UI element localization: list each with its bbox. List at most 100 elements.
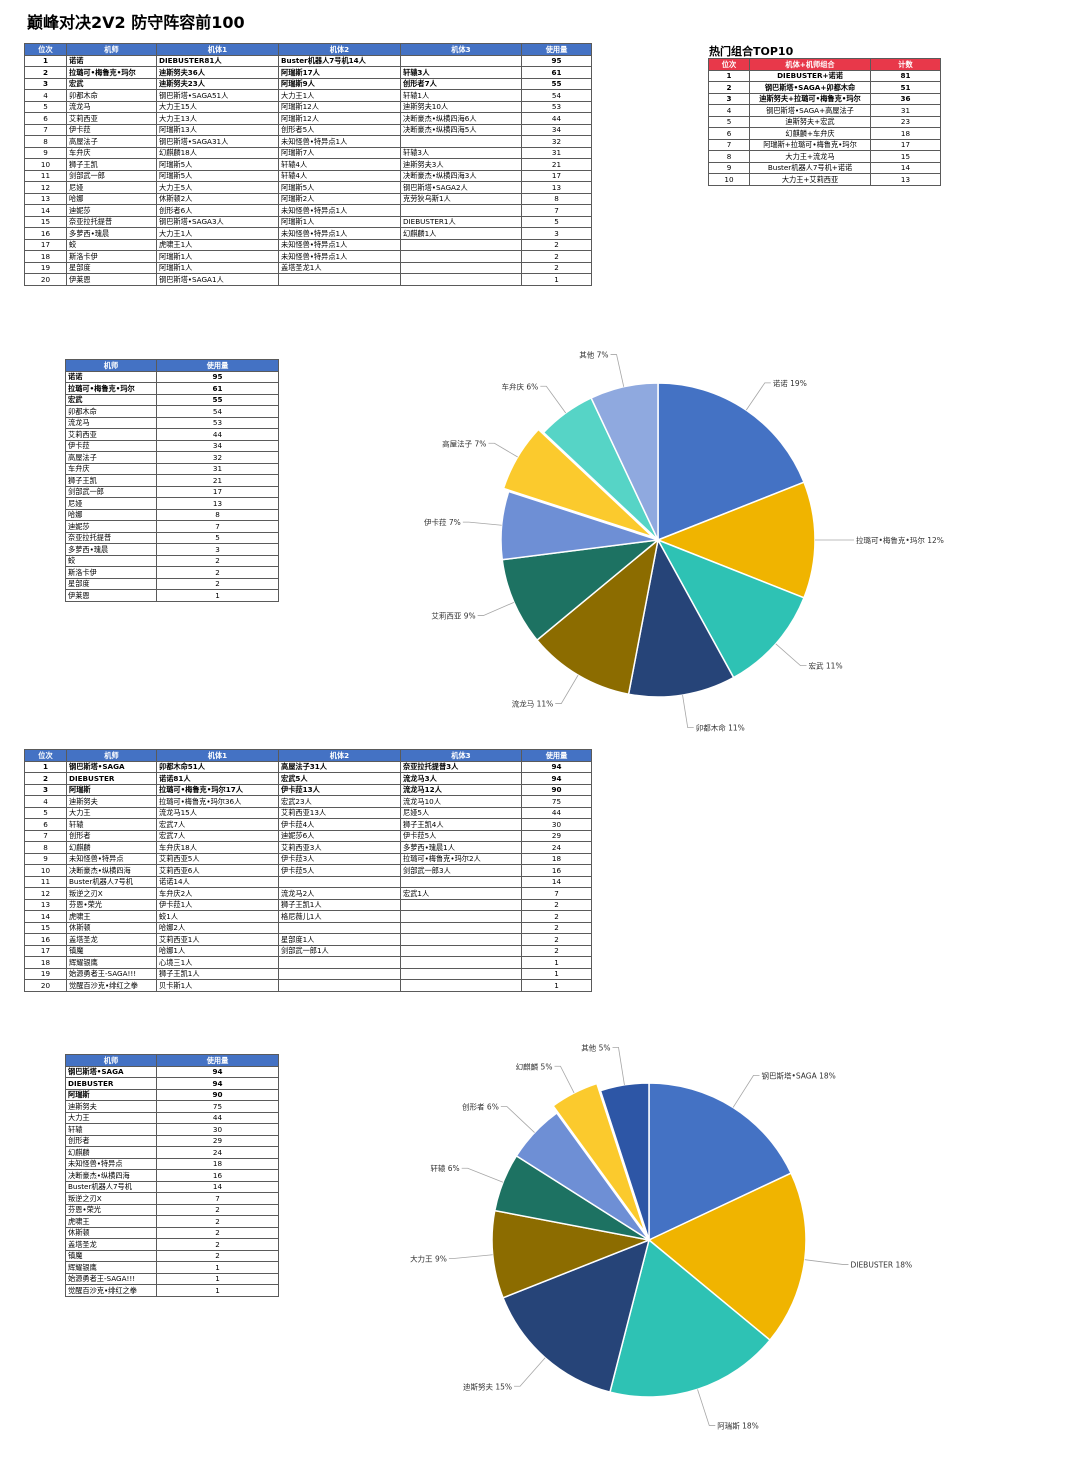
table-row: 流龙马 53 [65,416,279,429]
usage-cell: 30 [156,1123,279,1136]
partner1-cell: 蛟1人 [156,910,279,923]
partner1-cell: 贝卡斯1人 [156,979,279,992]
partner3-cell: 流龙马12人 [400,783,522,796]
name-cell: DIEBUSTER [66,772,157,785]
partner3-cell [400,910,522,923]
table-row: 17 镇魔 哈娜1人 剑部武一郎1人 2 [24,944,592,957]
name-cell: 始源勇者王-SAGA!!! [66,967,157,980]
name-cell: 大力王 [66,806,157,819]
usage-cell: 31 [521,146,592,159]
usage-cell: 3 [521,227,592,240]
usage-cell: 2 [156,554,279,567]
pie-label: 其他 7% [579,350,608,360]
table-header-row: 位次 机师 机体1 机体2 机体3 使用量 [24,749,592,762]
usage-cell: 1 [521,273,592,286]
usage-cell: 94 [521,772,592,785]
partner1-cell: 哈娜1人 [156,944,279,957]
usage-cell: 34 [521,123,592,136]
usage-cell: 8 [156,508,279,521]
usage-cell: 1 [156,589,279,602]
name-cell: Buster机器人7号机 [66,875,157,888]
leader-line [477,601,515,616]
mech-ranking-table: 位次 机师 机体1 机体2 机体3 使用量 1 钢巴斯塔•SAGA 卯都木命51人高… [24,749,592,992]
pie-label: 高屋法子 7% [442,438,486,448]
name-cell: 未知怪兽•特异点 [65,1157,157,1170]
pie-slice [500,490,659,561]
partner3-cell [400,875,522,888]
partner2-cell: 星部度1人 [278,933,401,946]
partner2-cell: 轩辕4人 [278,169,401,182]
rank-cell: 10 [708,173,750,186]
table-row: 卯都木命 54 [65,405,279,418]
table-row: 芬恩•荣光 2 [65,1203,279,1216]
table-row: 伊莱恩 1 [65,589,279,602]
usage-cell: 16 [156,1169,279,1182]
pie-label: 艾莉西亚 9% [431,610,475,620]
usage-cell: 1 [521,956,592,969]
usage-cell: 7 [156,1192,279,1205]
usage-cell: 24 [521,841,592,854]
rank-cell: 8 [24,841,67,854]
header-mech2: 机体2 [278,749,401,762]
leader-line [462,521,502,526]
name-cell: 叛逆之刃X [66,887,157,900]
table-row: 大力王 44 [65,1111,279,1124]
rank-cell: 12 [24,887,67,900]
pie-label: 流龙马 11% [512,699,554,709]
partner2-cell: 艾莉西亚3人 [278,841,401,854]
name-cell: 剑部武一郎 [66,169,157,182]
name-cell: DIEBUSTER [65,1077,157,1090]
top10-title: 热门组合TOP10 [709,45,794,58]
table-row: 镇魔 2 [65,1249,279,1262]
table-row: 诺诺 95 [65,370,279,383]
table-row: 20 觉醒百沙克•绯红之拳 贝卡斯1人 1 [24,979,592,992]
rank-cell: 19 [24,967,67,980]
table-row: 11 Buster机器人7号机 诺诺14人 14 [24,875,592,888]
table-row: 尼娅 13 [65,497,279,510]
header-pilot: 机师 [65,1054,157,1067]
table-row: 15 休斯顿 哈娜2人 2 [24,921,592,934]
table-row: 4 迪斯努夫 拉璐可•梅鲁克•玛尔36人 宏武23人 流龙马10人 75 [24,795,592,808]
name-cell: 迪斯努夫 [65,1100,157,1113]
partner1-cell: 拉璐可•梅鲁克•玛尔36人 [156,795,279,808]
pie-slice [502,428,654,538]
pie-slice [535,538,660,696]
partner3-cell [400,944,522,957]
name-cell: 未知怪兽•特异点 [66,852,157,865]
partner1-cell: 流龙马15人 [156,806,279,819]
table-row: 辉耀银鹰 1 [65,1261,279,1274]
table-row: 迪妮莎 7 [65,520,279,533]
name-cell: 始源勇者王-SAGA!!! [65,1272,157,1285]
count-cell: 14 [870,161,941,174]
partner3-cell: 决断豪杰•纵横四海3人 [400,169,522,182]
rank-cell: 16 [24,933,67,946]
usage-cell: 1 [156,1284,279,1297]
header-mech1: 机体1 [156,43,279,56]
usage-cell: 2 [521,898,592,911]
table-row: 始源勇者王-SAGA!!! 1 [65,1272,279,1285]
count-cell: 17 [870,138,941,151]
partner3-cell: 流龙马10人 [400,795,522,808]
usage-cell: 30 [521,818,592,831]
table-row: 19 星部度 阿瑞斯1人 盖塔圣龙1人 2 [24,261,592,274]
count-cell: 13 [870,173,941,186]
rank-cell: 14 [24,910,67,923]
partner3-cell [400,933,522,946]
table-row: 2 拉璐可•梅鲁克•玛尔 迪斯努夫36人 阿瑞斯17人 轩辕3人 61 [24,66,592,79]
name-cell: 钢巴斯塔•SAGA [65,1065,157,1078]
name-cell: 虎啸王 [66,910,157,923]
pilot-ranking-table: 位次 机师 机体1 机体2 机体3 使用量 1 诺诺 DIEBUSTER81人 Bus… [24,43,592,286]
table-row: 18 辉耀银鹰 心境三1人 1 [24,956,592,969]
name-cell: 决断豪杰•纵横四海 [65,1169,157,1182]
partner3-cell: 伊卡菈5人 [400,829,522,842]
rank-cell: 7 [24,829,67,842]
partner2-cell: 格尼薇儿1人 [278,910,401,923]
header-usage: 使用量 [156,1054,279,1067]
usage-cell: 29 [156,1134,279,1147]
table-row: 16 盖塔圣龙 艾莉西亚1人 星部度1人 2 [24,933,592,946]
table-row: 7 创形者 宏武7人 迪妮莎6人 伊卡菈5人 29 [24,829,592,842]
partner3-cell [400,979,522,992]
rank-cell: 6 [708,127,750,140]
usage-cell: 1 [521,979,592,992]
